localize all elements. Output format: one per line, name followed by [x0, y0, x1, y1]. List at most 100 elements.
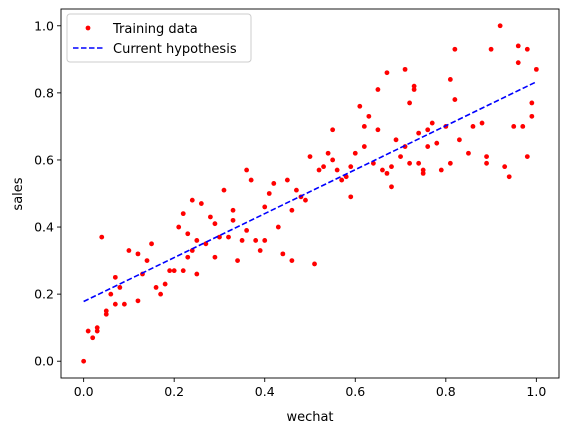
training-data-point: [230, 207, 236, 213]
training-data-point: [284, 177, 290, 183]
training-data-point: [402, 66, 408, 72]
training-data-point: [212, 221, 218, 227]
training-data-point: [506, 174, 512, 180]
training-data-point: [452, 46, 458, 52]
training-data-point: [112, 301, 118, 307]
training-data-point: [149, 241, 154, 247]
training-data-point: [529, 100, 535, 106]
training-data-point: [112, 274, 118, 280]
training-data-point: [533, 66, 539, 72]
x-tick-label: 0.2: [164, 384, 184, 399]
training-data-point: [515, 43, 521, 49]
training-data-point: [103, 308, 109, 314]
training-data-point: [294, 187, 299, 193]
training-data-point: [144, 258, 150, 263]
training-data-point: [307, 154, 313, 160]
training-data-point: [384, 170, 390, 176]
training-data-point: [185, 254, 191, 260]
training-data-point: [158, 291, 164, 297]
training-data-point: [389, 184, 394, 190]
training-data-point: [90, 335, 96, 341]
training-data-point: [226, 234, 231, 240]
training-data-point: [94, 325, 100, 331]
y-tick-label: 0.0: [34, 354, 54, 369]
training-data-point: [280, 251, 286, 257]
training-data-point: [425, 127, 431, 133]
training-data-point: [407, 100, 412, 106]
training-data-point: [99, 234, 105, 240]
training-data-point: [466, 150, 471, 156]
legend-box: [66, 13, 252, 63]
training-data-point: [447, 160, 453, 166]
legend-label-current-hypothesis: Current hypothesis: [113, 42, 237, 57]
training-data-point: [479, 120, 485, 126]
training-data-point: [375, 127, 381, 133]
training-data-point: [81, 358, 87, 364]
x-tick-label: 0.6: [345, 384, 365, 399]
x-tick-label: 0.0: [74, 384, 94, 399]
training-data-point: [484, 154, 489, 160]
training-data-point: [389, 164, 394, 170]
training-data-point: [520, 124, 526, 129]
training-data-point: [416, 130, 422, 136]
training-data-point: [511, 124, 517, 129]
training-data-point: [330, 127, 336, 133]
training-data-point: [266, 191, 272, 196]
training-data-point: [262, 204, 268, 210]
training-data-point: [470, 124, 476, 129]
y-tick-label: 0.8: [34, 85, 54, 100]
x-tick-label: 1.0: [526, 384, 546, 399]
training-data-point: [289, 207, 295, 213]
training-data-point: [189, 197, 195, 203]
training-data-point: [429, 120, 435, 126]
training-data-point: [262, 238, 268, 243]
training-data-point: [162, 281, 168, 287]
training-data-point: [203, 241, 209, 247]
training-data-point: [366, 113, 372, 119]
training-data-point: [85, 328, 91, 334]
training-data-point: [217, 234, 222, 240]
training-data-point: [452, 97, 458, 102]
training-data-point: [484, 160, 489, 166]
training-data-point: [334, 167, 340, 173]
training-data-point: [248, 177, 254, 183]
training-data-point: [271, 181, 277, 186]
training-data-point: [126, 248, 132, 253]
legend: Training data Current hypothesis: [66, 13, 252, 63]
training-data-point: [420, 167, 426, 173]
training-data-point: [411, 87, 417, 92]
training-data-point: [393, 137, 399, 143]
training-data-point: [488, 46, 494, 52]
training-data-point: [529, 113, 535, 119]
y-tick-label: 0.6: [34, 152, 54, 167]
x-tick-label: 0.8: [436, 384, 456, 399]
training-data-point: [407, 160, 412, 166]
training-data-point: [230, 217, 236, 223]
training-data-point: [194, 271, 200, 277]
training-data-point: [153, 285, 159, 290]
training-data-point: [357, 103, 363, 109]
training-data-point: [180, 268, 186, 274]
training-data-point: [497, 23, 503, 29]
training-data-point: [380, 167, 385, 173]
training-data-point: [103, 311, 109, 317]
y-axis-ticks: 0.0 0.2 0.4 0.6 0.8 1.0: [34, 18, 61, 369]
training-data-point: [524, 46, 530, 52]
training-data-point: [502, 164, 508, 170]
training-data-point: [180, 211, 186, 217]
training-data-point: [375, 87, 381, 92]
training-data-point: [425, 144, 431, 149]
y-tick-label: 0.4: [34, 220, 54, 235]
training-data-point: [330, 157, 336, 163]
training-data-point: [411, 83, 417, 89]
x-tick-label: 0.4: [255, 384, 275, 399]
training-data-point: [416, 160, 422, 166]
training-data-point: [167, 268, 173, 274]
training-data-point: [208, 214, 213, 220]
training-data-point: [348, 194, 354, 200]
training-data-point: [244, 228, 250, 233]
legend-marker-training-data: [85, 25, 91, 31]
training-data-point: [438, 167, 444, 173]
training-data-point: [244, 167, 250, 173]
training-data-point: [384, 70, 390, 76]
